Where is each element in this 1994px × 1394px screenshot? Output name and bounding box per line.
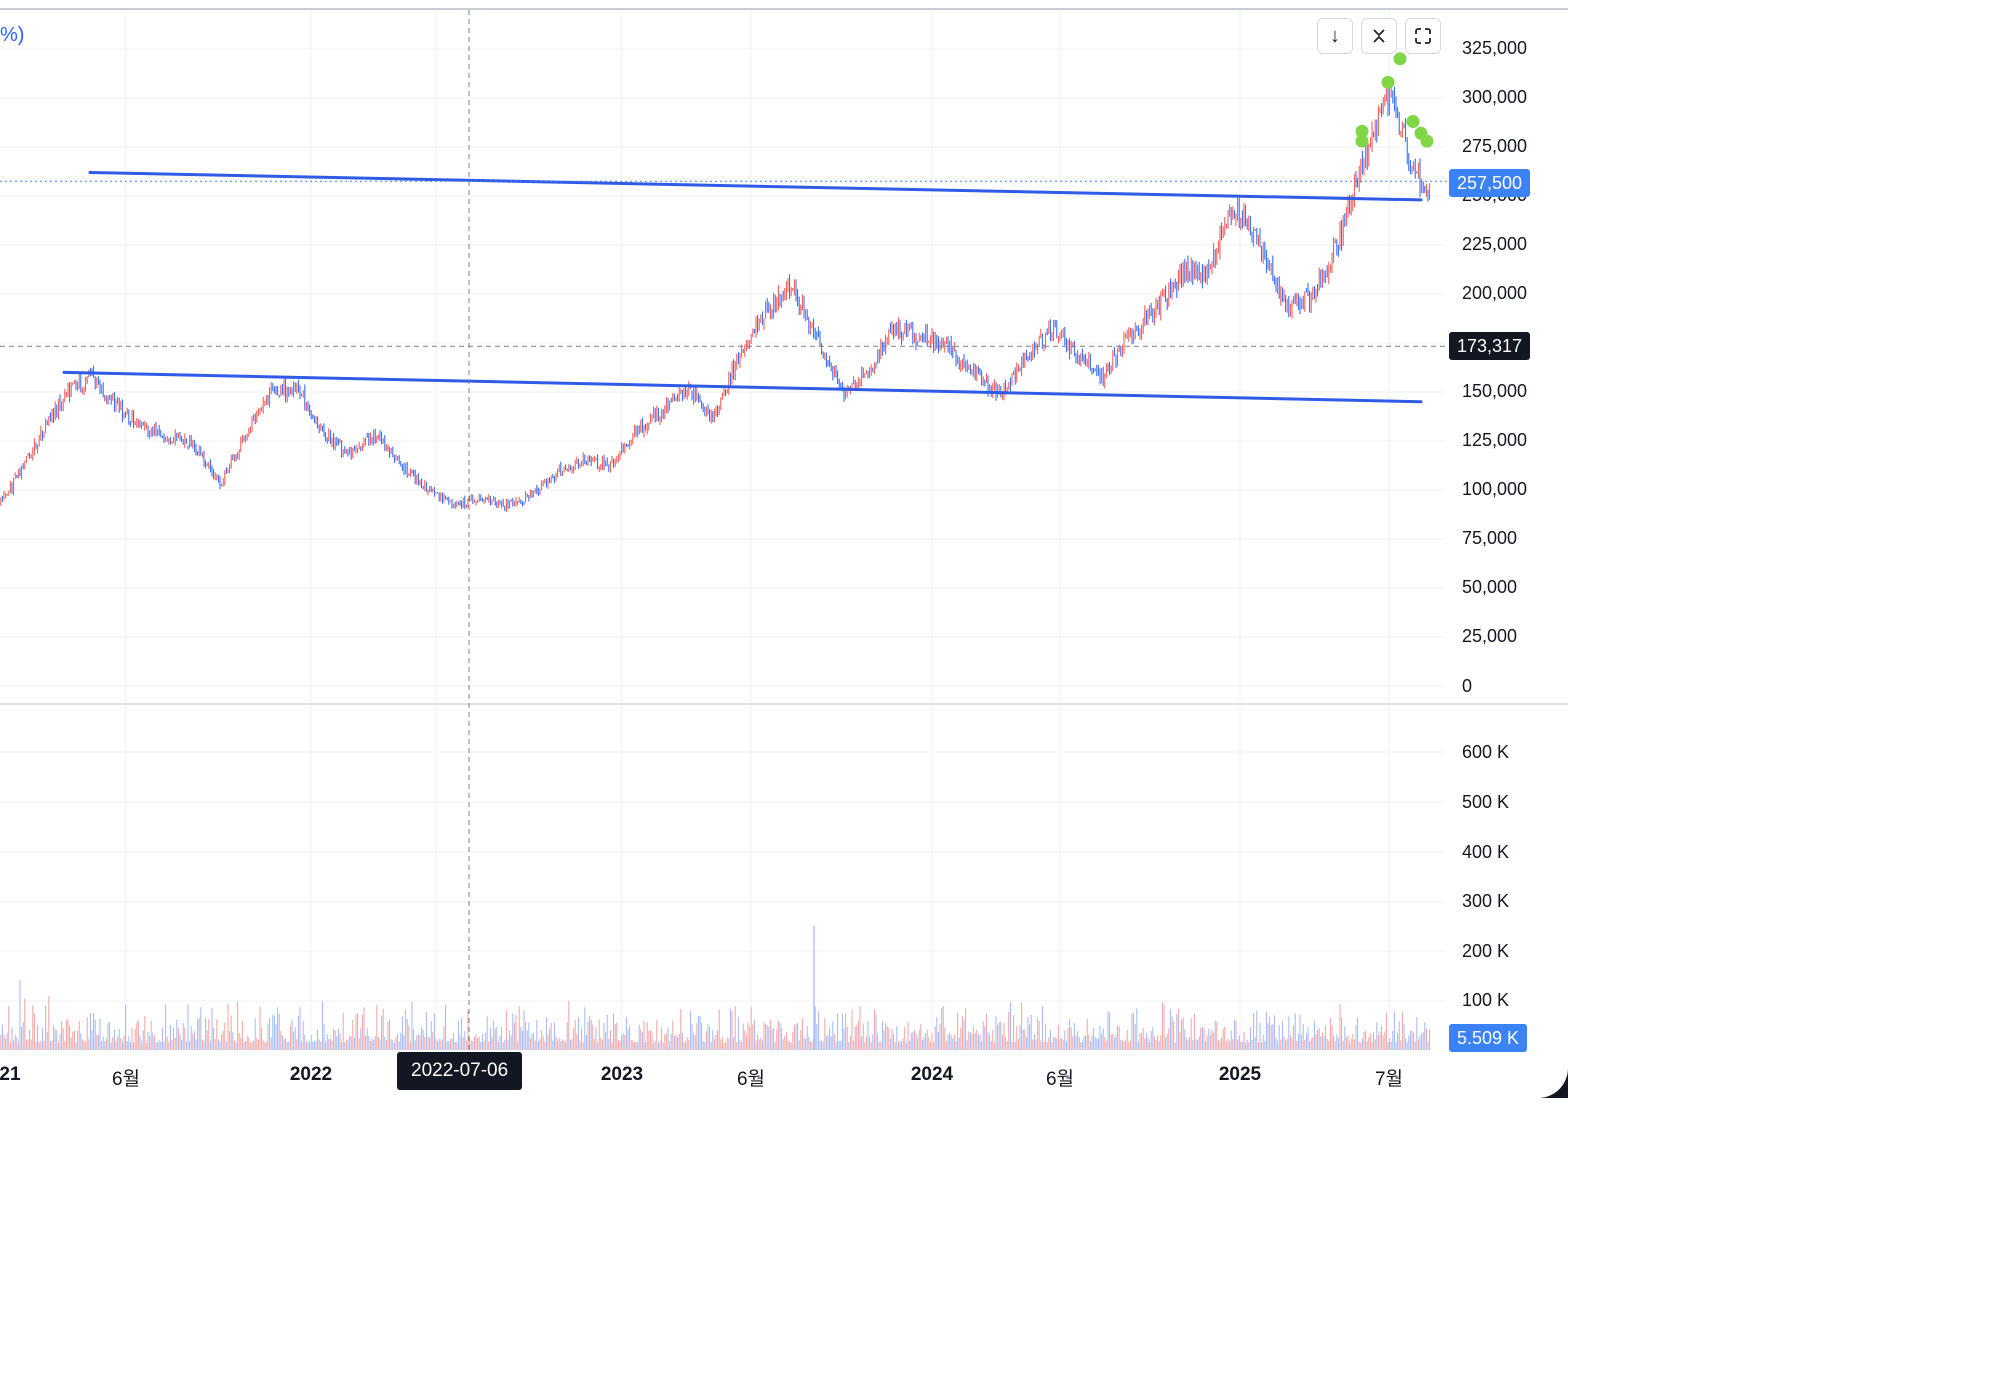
time-label: 2024	[910, 1064, 954, 1085]
trendline	[62, 370, 1423, 404]
last-price-badge: 257,500	[1449, 169, 1531, 197]
candlesticks	[0, 76, 1431, 512]
price-tick: 275,000	[1462, 136, 1528, 156]
time-label: 6월	[736, 1069, 766, 1090]
last-volume-badge: 5.509 K	[1449, 1024, 1528, 1052]
crosshair-date-badge: 2022-07-06	[397, 1052, 523, 1090]
time-label: 6월	[1045, 1069, 1075, 1090]
signal-marker	[1381, 75, 1395, 89]
time-label: 6월	[111, 1069, 141, 1090]
crosshair	[0, 10, 1448, 1050]
signal-marker	[1355, 134, 1369, 148]
price-tick: 25,000	[1462, 626, 1518, 646]
price-tick: 200,000	[1462, 283, 1528, 303]
signal-marker	[1393, 52, 1407, 66]
grid	[0, 10, 1445, 1050]
volume-tick: 100 K	[1462, 990, 1510, 1010]
legend-fragment: %)	[0, 24, 25, 46]
signal-marker	[1355, 124, 1369, 138]
price-tick: 125,000	[1462, 430, 1528, 450]
volume-tick: 200 K	[1462, 941, 1510, 961]
price-tick: 150,000	[1462, 381, 1528, 401]
time-label: 7월	[1374, 1069, 1404, 1090]
fullscreen-icon	[1415, 28, 1431, 44]
trendline	[88, 170, 1423, 202]
collapse-button[interactable]	[1361, 18, 1397, 54]
fullscreen-button[interactable]	[1405, 18, 1441, 54]
time-label: 2022	[289, 1064, 333, 1085]
volume-bars	[0, 925, 1431, 1050]
price-tick: 75,000	[1462, 528, 1518, 548]
signal-marker	[1406, 115, 1420, 129]
time-label: 21	[0, 1064, 21, 1085]
price-tick: 50,000	[1462, 577, 1518, 597]
time-label: 2023	[600, 1064, 644, 1085]
signal-markers	[1355, 52, 1434, 148]
crosshair-price-badge: 173,317	[1449, 332, 1531, 360]
price-tick: 325,000	[1462, 38, 1528, 58]
price-tick: 300,000	[1462, 87, 1528, 107]
resize-corner	[1538, 1068, 1568, 1098]
signal-marker	[1420, 134, 1434, 148]
volume-tick: 600 K	[1462, 742, 1510, 762]
trendlines[interactable]	[62, 170, 1423, 404]
price-tick: 225,000	[1462, 234, 1528, 254]
time-label: 2025	[1218, 1064, 1262, 1085]
volume-tick: 300 K	[1462, 891, 1510, 911]
volume-tick: 500 K	[1462, 792, 1510, 812]
download-button[interactable]: ↓	[1317, 18, 1353, 54]
price-tick: 100,000	[1462, 479, 1528, 499]
price-volume-chart[interactable]	[0, 0, 1568, 1098]
collapse-chevrons-icon	[1373, 29, 1385, 43]
top-border	[0, 8, 1568, 10]
arrow-down-icon: ↓	[1330, 24, 1340, 47]
volume-tick: 400 K	[1462, 842, 1510, 862]
price-tick: 0	[1462, 676, 1473, 696]
